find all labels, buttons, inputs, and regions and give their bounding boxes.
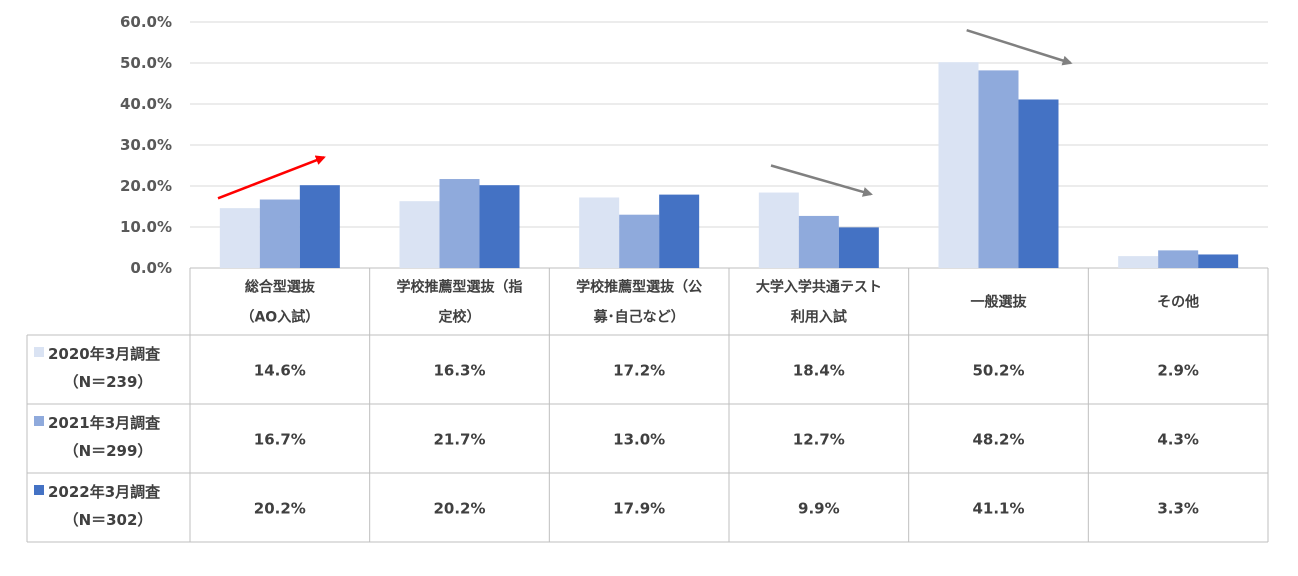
bar <box>1198 254 1239 268</box>
bar <box>579 197 620 268</box>
series-name: （N＝239） <box>64 373 153 391</box>
gridlines <box>190 21 1268 269</box>
data-label: 3.3% <box>1157 500 1199 518</box>
data-label: 20.2% <box>254 500 306 518</box>
y-tick-label: 30.0% <box>120 136 172 154</box>
y-tick-label: 50.0% <box>120 54 172 72</box>
data-label: 41.1% <box>972 500 1024 518</box>
series-name: 2021年3月調査 <box>48 414 161 432</box>
data-label: 48.2% <box>972 431 1024 449</box>
category-label: 利用入試 <box>791 309 847 326</box>
bar <box>978 70 1019 268</box>
y-tick-label: 0.0% <box>130 259 172 277</box>
data-label: 50.2% <box>972 362 1024 380</box>
category-label: 定校） <box>439 309 481 326</box>
bar <box>1118 256 1159 268</box>
data-label: 12.7% <box>793 431 845 449</box>
series-name: 2020年3月調査 <box>48 345 161 363</box>
category-label: 一般選抜 <box>971 294 1028 311</box>
bar <box>798 215 839 268</box>
data-label: 17.2% <box>613 362 665 380</box>
category-label: （AO入試） <box>240 309 319 326</box>
category-label: その他 <box>1157 294 1199 311</box>
bar <box>938 62 979 269</box>
bar <box>619 214 660 268</box>
y-tick-label: 20.0% <box>120 177 172 195</box>
bars <box>219 62 1239 269</box>
data-label: 16.7% <box>254 431 306 449</box>
series-name: （N＝302） <box>64 511 153 529</box>
bar <box>399 201 440 268</box>
legend-swatch <box>34 416 44 426</box>
category-label: 学校推薦型選抜（指 <box>397 279 523 296</box>
data-label: 21.7% <box>433 431 485 449</box>
bar <box>299 185 340 268</box>
category-label: 大学入学共通テスト <box>756 279 882 296</box>
trend-arrow <box>217 155 326 200</box>
data-label: 9.9% <box>798 500 840 518</box>
y-tick-label: 10.0% <box>120 218 172 236</box>
category-label: 学校推薦型選抜（公 <box>576 279 702 296</box>
data-label: 17.9% <box>613 500 665 518</box>
y-tick-label: 60.0% <box>120 13 172 31</box>
data-label: 20.2% <box>433 500 485 518</box>
data-label: 4.3% <box>1157 431 1199 449</box>
bar <box>758 192 799 268</box>
bar <box>659 194 700 268</box>
data-label: 2.9% <box>1157 362 1199 380</box>
data-label: 14.6% <box>254 362 306 380</box>
series-name: （N＝299） <box>64 442 153 460</box>
trend-arrow <box>770 164 873 197</box>
y-axis-tick-labels: 0.0% 10.0% 20.0% 30.0% 40.0% 50.0% 60.0% <box>120 13 172 277</box>
data-label: 16.3% <box>433 362 485 380</box>
bar <box>259 199 300 268</box>
bar <box>1018 99 1059 269</box>
trend-arrows <box>217 29 1073 200</box>
bar <box>219 208 260 268</box>
legend-swatch <box>34 485 44 495</box>
data-table: 総合型選抜 （AO入試） 学校推薦型選抜（指定校） 学校推薦型選抜（公募･自己など） 大… <box>26 268 1269 543</box>
bar <box>838 227 879 268</box>
category-label: 募･自己など） <box>593 309 685 326</box>
bar <box>479 185 520 268</box>
bar <box>439 179 480 268</box>
data-label: 13.0% <box>613 431 665 449</box>
category-label: 総合型選抜 <box>245 279 316 296</box>
data-label: 18.4% <box>793 362 845 380</box>
trend-arrow <box>966 29 1073 66</box>
bar <box>1158 250 1199 268</box>
series-name: 2022年3月調査 <box>48 483 161 501</box>
legend-swatch <box>34 347 44 357</box>
y-tick-label: 40.0% <box>120 95 172 113</box>
